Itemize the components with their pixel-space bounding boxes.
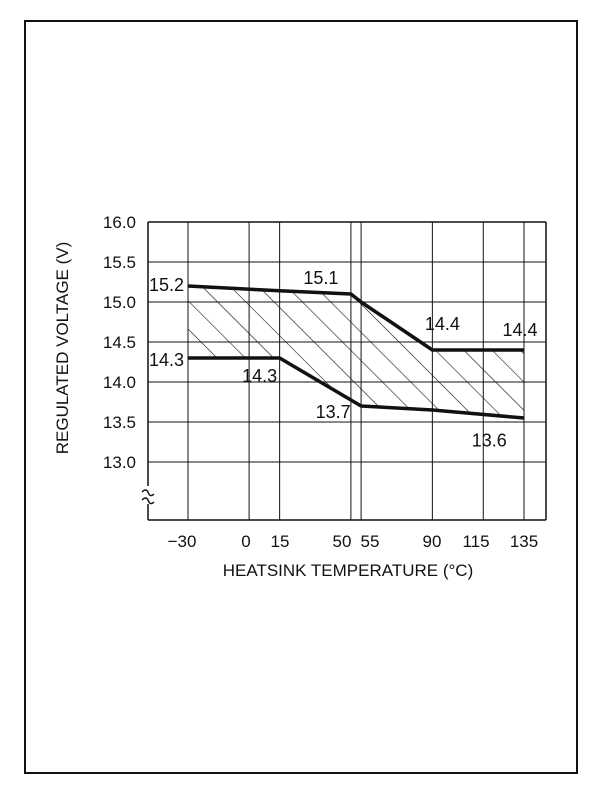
x-tick-label-3: 50 bbox=[333, 532, 352, 551]
y-axis-label: REGULATED VOLTAGE (V) bbox=[53, 242, 72, 455]
figure-frame bbox=[24, 20, 578, 774]
x-tick-label-6: 115 bbox=[462, 532, 489, 551]
x-tick-label-4: 55 bbox=[361, 532, 380, 551]
tolerance-band-hatched-area bbox=[188, 286, 524, 418]
data-label-s1-2: 13.7 bbox=[316, 402, 351, 422]
x-tick-label-0: −30 bbox=[168, 532, 197, 551]
y-tick-label-6: 16.0 bbox=[103, 213, 136, 232]
data-label-s0-3: 14.4 bbox=[502, 320, 537, 340]
data-labels: 15.2 15.1 14.4 14.4 14.3 14.3 13.7 13.6 bbox=[149, 268, 538, 450]
data-label-s1-0: 14.3 bbox=[149, 350, 184, 370]
data-label-s1-3: 13.6 bbox=[472, 430, 507, 450]
series-line-0 bbox=[187, 284, 524, 352]
x-tick-label-2: 15 bbox=[271, 532, 290, 551]
x-tick-label-5: 90 bbox=[423, 532, 442, 551]
series-lines bbox=[187, 284, 525, 420]
axes: 13.0 13.5 14.0 14.5 15.0 15.5 16.0 −30 0 15 50 55 90… bbox=[103, 213, 547, 551]
data-label-s0-0: 15.2 bbox=[149, 275, 184, 295]
y-tick-label-5: 15.5 bbox=[103, 253, 136, 272]
x-tick-label-1: 0 bbox=[241, 532, 250, 551]
axis-break-mark-top bbox=[141, 489, 155, 497]
y-tick-label-0: 13.0 bbox=[103, 453, 136, 472]
data-label-s0-1: 15.1 bbox=[303, 268, 338, 288]
axis-break-mark-bottom bbox=[141, 497, 155, 505]
y-tick-label-2: 14.0 bbox=[103, 373, 136, 392]
x-tick-label-7: 135 bbox=[510, 532, 538, 551]
y-tick-label-1: 13.5 bbox=[103, 413, 136, 432]
y-tick-label-3: 14.5 bbox=[103, 333, 136, 352]
data-label-s0-2: 14.4 bbox=[425, 314, 460, 334]
y-tick-label-4: 15.0 bbox=[103, 293, 136, 312]
x-axis-label: HEATSINK TEMPERATURE (°C) bbox=[223, 561, 473, 580]
series-line-1 bbox=[188, 356, 525, 420]
data-label-s1-1: 14.3 bbox=[242, 366, 277, 386]
